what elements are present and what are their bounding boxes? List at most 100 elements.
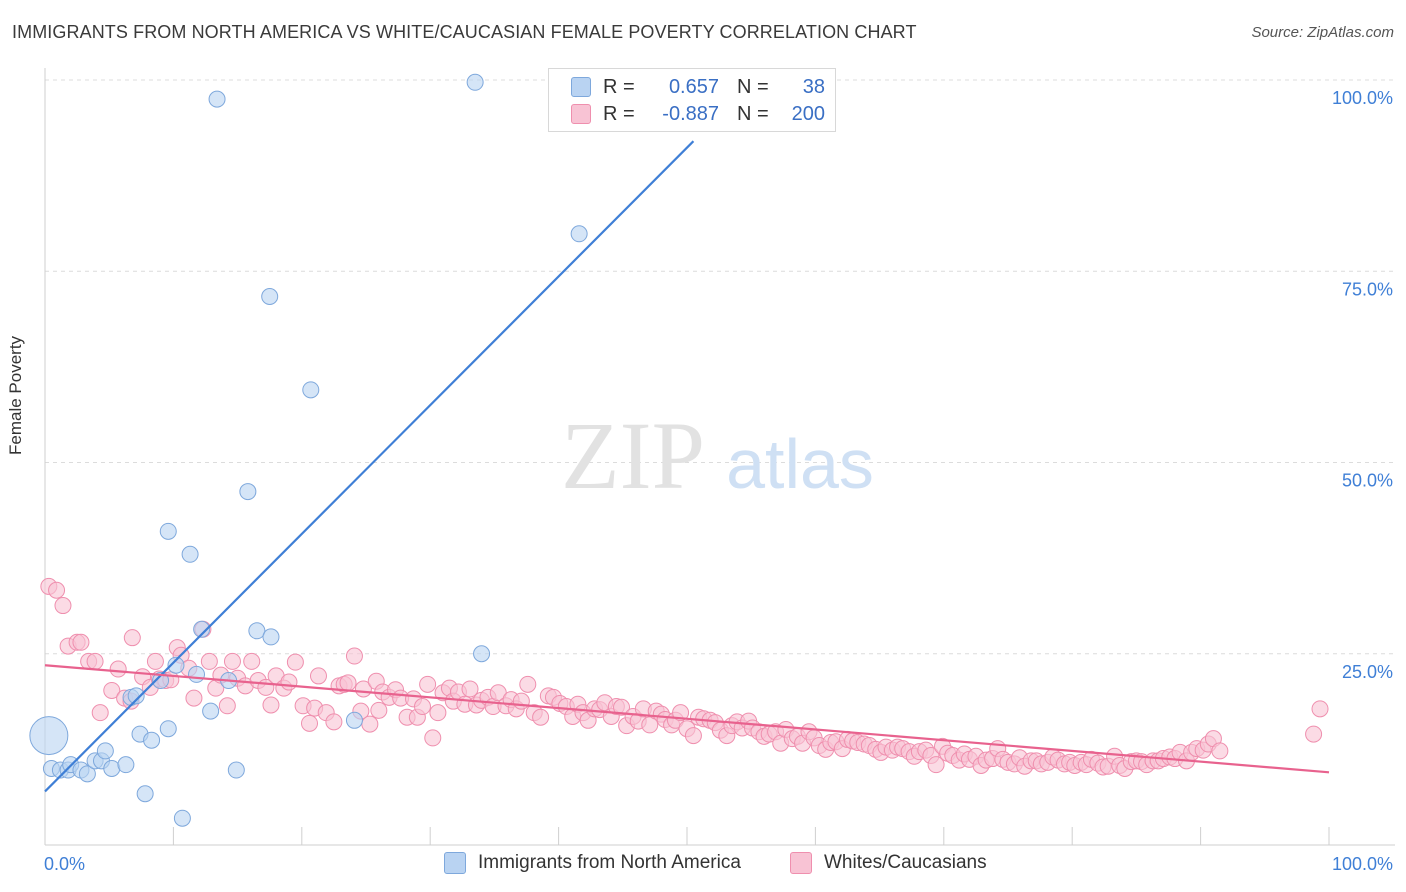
data-point-whites xyxy=(339,674,357,692)
data-point-immigrants xyxy=(167,656,185,674)
data-point-immigrants xyxy=(96,742,114,760)
data-point-immigrants xyxy=(473,645,491,663)
data-point-whites xyxy=(325,713,343,731)
data-point-immigrants xyxy=(261,287,279,305)
data-point-whites xyxy=(54,597,72,615)
data-point-whites xyxy=(223,652,241,670)
data-point-whites xyxy=(1305,725,1323,743)
legend-n-value: 200 xyxy=(791,102,825,125)
data-point-whites xyxy=(370,701,388,719)
data-point-whites xyxy=(345,647,363,665)
data-point-whites xyxy=(461,680,479,698)
legend-r-label: R = xyxy=(603,102,635,125)
data-point-immigrants xyxy=(570,225,588,243)
legend-label-whites: Whites/Caucasians xyxy=(824,852,987,873)
legend-swatch-blue xyxy=(571,77,591,97)
data-point-whites xyxy=(361,715,379,733)
legend-row-whites: R = -0.887 N = 200 xyxy=(571,103,825,125)
data-point-immigrants xyxy=(302,381,320,399)
data-point-immigrants xyxy=(159,720,177,738)
watermark-zip: ZIP xyxy=(561,402,705,509)
legend-swatch-pink xyxy=(571,104,591,124)
data-point-immigrants xyxy=(181,545,199,563)
data-point-immigrants xyxy=(239,483,257,501)
tick-labels: 25.0% 50.0% 75.0% 100.0% 0.0% 100.0% xyxy=(44,88,1393,874)
y-tick-label: 100.0% xyxy=(1332,88,1393,108)
watermark: ZIP atlas xyxy=(561,402,874,509)
data-point-whites xyxy=(309,667,327,685)
data-point-whites xyxy=(72,633,90,651)
watermark-atlas: atlas xyxy=(726,425,874,503)
legend-r-value: 0.657 xyxy=(668,75,719,98)
legend-label-immigrants: Immigrants from North America xyxy=(478,852,741,873)
legend-n-label: N = xyxy=(737,102,769,125)
legend-item-immigrants[interactable]: Immigrants from North America xyxy=(444,852,741,874)
y-axis-label: Female Poverty xyxy=(6,335,25,455)
legend-r-value: -0.887 xyxy=(662,102,719,125)
x-tick-label: 100.0% xyxy=(1332,854,1393,874)
correlation-legend: R = 0.657 N = 38 R = -0.887 N = 200 xyxy=(548,68,836,132)
data-point-immigrants xyxy=(345,711,363,729)
data-point-immigrants xyxy=(227,761,245,779)
data-point-whites xyxy=(684,727,702,745)
gridlines xyxy=(45,79,1395,655)
legend-item-whites[interactable]: Whites/Caucasians xyxy=(790,852,987,874)
data-point-immigrants xyxy=(152,672,170,690)
data-point-immigrants xyxy=(143,731,161,749)
y-tick-label: 25.0% xyxy=(1342,662,1393,682)
data-point-immigrants xyxy=(29,716,69,756)
data-point-whites xyxy=(91,704,109,722)
trend-lines xyxy=(44,140,1330,793)
legend-n-value: 38 xyxy=(802,75,825,98)
x-tick-label: 0.0% xyxy=(44,854,85,874)
legend-row-immigrants: R = 0.657 N = 38 xyxy=(571,76,825,98)
data-point-whites xyxy=(286,653,304,671)
data-point-immigrants xyxy=(159,522,177,540)
data-point-whites xyxy=(424,729,442,747)
data-point-whites xyxy=(218,697,236,715)
data-point-immigrants xyxy=(208,90,226,108)
data-point-whites xyxy=(413,698,431,716)
data-point-immigrants xyxy=(136,785,154,803)
data-point-whites xyxy=(419,675,437,693)
data-point-immigrants xyxy=(173,809,191,827)
data-point-whites xyxy=(613,698,631,716)
data-point-whites xyxy=(512,692,530,710)
y-tick-label: 50.0% xyxy=(1342,471,1393,491)
data-point-whites xyxy=(146,652,164,670)
data-point-whites xyxy=(519,675,537,693)
data-point-whites xyxy=(103,681,121,699)
data-point-immigrants xyxy=(248,622,266,640)
data-point-whites xyxy=(200,652,218,670)
data-point-whites xyxy=(185,689,203,707)
legend-swatch-blue xyxy=(444,852,466,874)
data-point-whites xyxy=(123,629,141,647)
chart-title: IMMIGRANTS FROM NORTH AMERICA VS WHITE/C… xyxy=(12,22,917,42)
data-point-whites xyxy=(48,581,66,599)
y-tick-label: 75.0% xyxy=(1342,279,1393,299)
data-point-whites xyxy=(243,652,261,670)
data-point-whites xyxy=(641,716,659,734)
data-point-immigrants xyxy=(202,702,220,720)
data-point-immigrants xyxy=(117,756,135,774)
axes xyxy=(44,68,1395,846)
data-point-whites xyxy=(1211,742,1229,760)
trend-line-immigrants xyxy=(44,140,695,793)
legend-r-label: R = xyxy=(603,75,635,98)
trend-line-whites xyxy=(44,664,1330,774)
series-legend: Immigrants from North America Whites/Cau… xyxy=(0,852,1406,878)
data-point-whites xyxy=(109,660,127,678)
data-point-whites xyxy=(280,673,298,691)
data-point-whites xyxy=(1311,700,1329,718)
data-point-immigrants xyxy=(103,760,121,777)
data-point-whites xyxy=(532,708,550,726)
data-point-whites xyxy=(262,696,280,714)
data-point-immigrants xyxy=(78,765,96,783)
data-point-whites xyxy=(429,704,447,722)
data-point-whites xyxy=(927,756,945,774)
source-label: Source: ZipAtlas.com xyxy=(1251,24,1394,41)
legend-n-label: N = xyxy=(737,75,769,98)
data-point-immigrants xyxy=(466,73,484,91)
data-point-immigrants xyxy=(262,628,280,646)
